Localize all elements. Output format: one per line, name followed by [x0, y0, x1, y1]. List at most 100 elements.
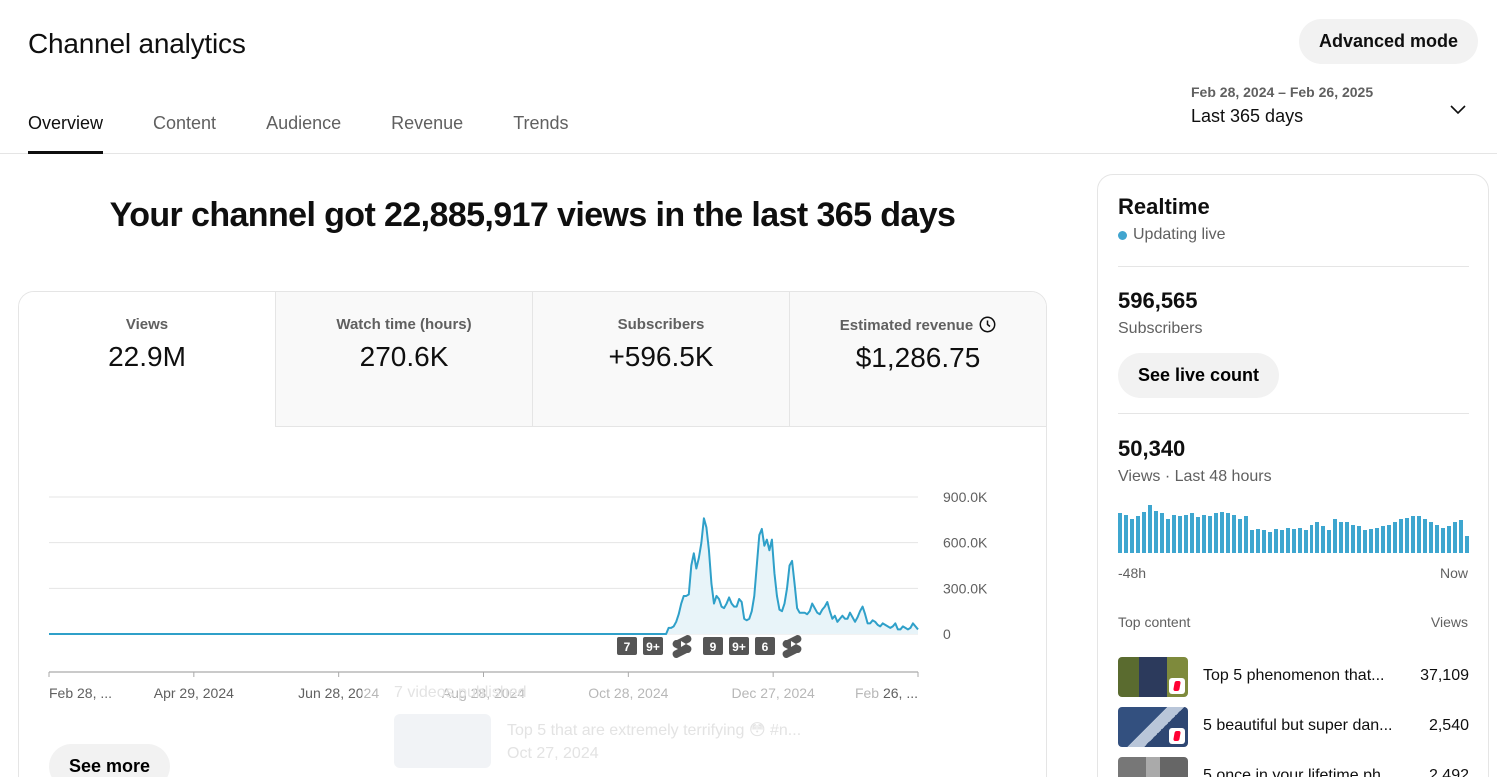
tab-content[interactable]: Content	[153, 113, 217, 133]
hourly-views-bar	[1465, 536, 1470, 553]
hourly-views-bar	[1423, 519, 1428, 553]
hourly-views-bar	[1375, 527, 1380, 553]
metric-value: 22.9M	[108, 341, 186, 372]
publish-count-label: 9+	[732, 640, 746, 654]
hourly-views-bar	[1411, 516, 1416, 553]
hourly-views-bar	[1339, 521, 1344, 553]
hourly-views-bar	[1291, 529, 1296, 553]
hourly-views-bar	[1153, 510, 1158, 553]
metric-value: +596.5K	[608, 341, 714, 372]
metric-subscribers[interactable]: Subscribers +596.5K	[532, 292, 789, 427]
tab-audience[interactable]: Audience	[266, 113, 342, 133]
video-views: 37,109	[1420, 667, 1469, 684]
hourly-views-bar	[1453, 521, 1458, 553]
metric-watch-time[interactable]: Watch time (hours) 270.6K	[275, 292, 532, 427]
hourly-views-bar	[1303, 530, 1308, 553]
page-header: Channel analytics Advanced mode Overview…	[0, 0, 1497, 154]
hourly-views-bar	[1177, 516, 1182, 553]
hourly-views-bar	[1201, 514, 1206, 553]
hourly-views-bar	[1171, 514, 1176, 553]
publish-count-badge	[703, 637, 723, 655]
hourly-views-bar	[1159, 513, 1164, 553]
metric-label-text: Estimated revenue	[839, 317, 974, 334]
metric-label: Subscribers	[617, 316, 705, 333]
date-range-label: Last 365 days	[1191, 106, 1304, 126]
video-title: Top 5 phenomenon that...	[1203, 667, 1385, 684]
hourly-views-bar	[1165, 519, 1170, 553]
x-tick-label: Feb 28, ...	[49, 685, 112, 701]
play-icon	[681, 641, 686, 647]
tab-trends[interactable]: Trends	[513, 113, 569, 133]
tooltip-video-title: Top 5 that are extremely terrifying 😳 #n…	[507, 722, 802, 739]
hourly-views-bar	[1118, 513, 1122, 553]
hourly-views-bar	[1231, 514, 1236, 553]
shorts-icon	[1169, 678, 1185, 694]
publish-count-label: 9+	[646, 640, 660, 654]
divider	[1118, 413, 1469, 414]
hourly-views-bar	[1399, 519, 1404, 553]
hourly-views-bar	[1405, 518, 1410, 553]
metric-label: Estimated revenue	[790, 316, 1046, 334]
top-content-item[interactable]: 5 once in your lifetime ph... 2,492	[1118, 757, 1469, 777]
top-content-item[interactable]: 5 beautiful but super dan... 2,540	[1118, 707, 1469, 747]
hourly-views-bar	[1243, 516, 1248, 553]
y-tick-label: 900.0K	[943, 489, 988, 505]
hourly-views-bar	[1429, 521, 1434, 553]
hourly-views-bar	[1267, 531, 1272, 553]
video-views: 2,492	[1428, 767, 1469, 777]
video-views: 2,540	[1428, 717, 1469, 734]
advanced-mode-button[interactable]: Advanced mode	[1298, 19, 1478, 64]
see-more-button[interactable]: See more	[49, 744, 171, 777]
metric-label: Views	[125, 316, 169, 333]
series-line	[49, 517, 919, 635]
hourly-views-bar	[1435, 524, 1440, 553]
tooltip-title: 7 videos published	[394, 684, 527, 701]
subscribers-label: Subscribers	[1118, 320, 1203, 337]
video-thumbnail	[1118, 707, 1188, 747]
top-content-item[interactable]: Top 5 phenomenon that... 37,109	[1118, 657, 1469, 697]
hourly-views-bar	[1207, 516, 1212, 553]
tabs-bar: Overview Content Audience Revenue Trends	[28, 100, 619, 154]
video-thumbnail	[1118, 757, 1188, 777]
video-thumbnail	[1118, 657, 1188, 697]
hourly-views-bar	[1333, 519, 1338, 553]
hourly-views-bars	[1118, 505, 1470, 553]
date-range-picker[interactable]: Feb 28, 2024 – Feb 26, 2025 Last 365 day…	[1191, 84, 1481, 134]
hourly-views-bar	[1237, 519, 1242, 553]
tab-overview[interactable]: Overview	[28, 100, 104, 154]
x-tick-label: Apr 29, 2024	[154, 685, 234, 701]
clock-icon	[979, 316, 996, 333]
hourly-views-bar	[1135, 516, 1140, 553]
play-icon	[791, 641, 796, 647]
shorts-icon	[1169, 728, 1185, 744]
metric-revenue[interactable]: Estimated revenue $1,286.75	[789, 292, 1046, 427]
see-live-count-button[interactable]: See live count	[1118, 353, 1280, 398]
publish-count-label: 7	[624, 640, 631, 654]
hourly-views-bar	[1417, 516, 1422, 553]
hourly-views-bar	[1285, 527, 1290, 553]
hourly-views-bar	[1225, 513, 1230, 553]
video-title: 5 beautiful but super dan...	[1203, 717, 1393, 734]
tab-revenue[interactable]: Revenue	[391, 113, 464, 133]
metric-label: Watch time (hours)	[336, 316, 472, 333]
views-48h-count: 50,340	[1118, 436, 1186, 461]
hourly-views-bar	[1255, 529, 1260, 553]
hourly-views-bar	[1381, 525, 1386, 553]
hourly-views-bar	[1393, 521, 1398, 553]
overview-card: Views 22.9M Watch time (hours) 270.6K Su…	[18, 291, 1047, 777]
views-header: Views	[1430, 614, 1468, 630]
live-dot-icon	[1118, 230, 1127, 240]
y-tick-label: 300.0K	[943, 580, 988, 596]
hourly-views-bar	[1315, 521, 1320, 553]
chevron-down-icon	[1450, 105, 1466, 115]
metric-tabs: Views 22.9M Watch time (hours) 270.6K Su…	[19, 292, 1046, 427]
hourly-views-bar	[1345, 521, 1350, 553]
hourly-views-bar	[1141, 512, 1146, 553]
publish-count-badge	[755, 637, 775, 655]
hourly-views-bar	[1183, 514, 1188, 553]
metric-views[interactable]: Views 22.9M	[19, 292, 275, 427]
live-status-text: Updating live	[1133, 226, 1226, 243]
tooltip-thumbnail	[394, 714, 491, 768]
publish-count-label: 9	[710, 640, 717, 654]
hourly-views-bar	[1309, 524, 1314, 553]
